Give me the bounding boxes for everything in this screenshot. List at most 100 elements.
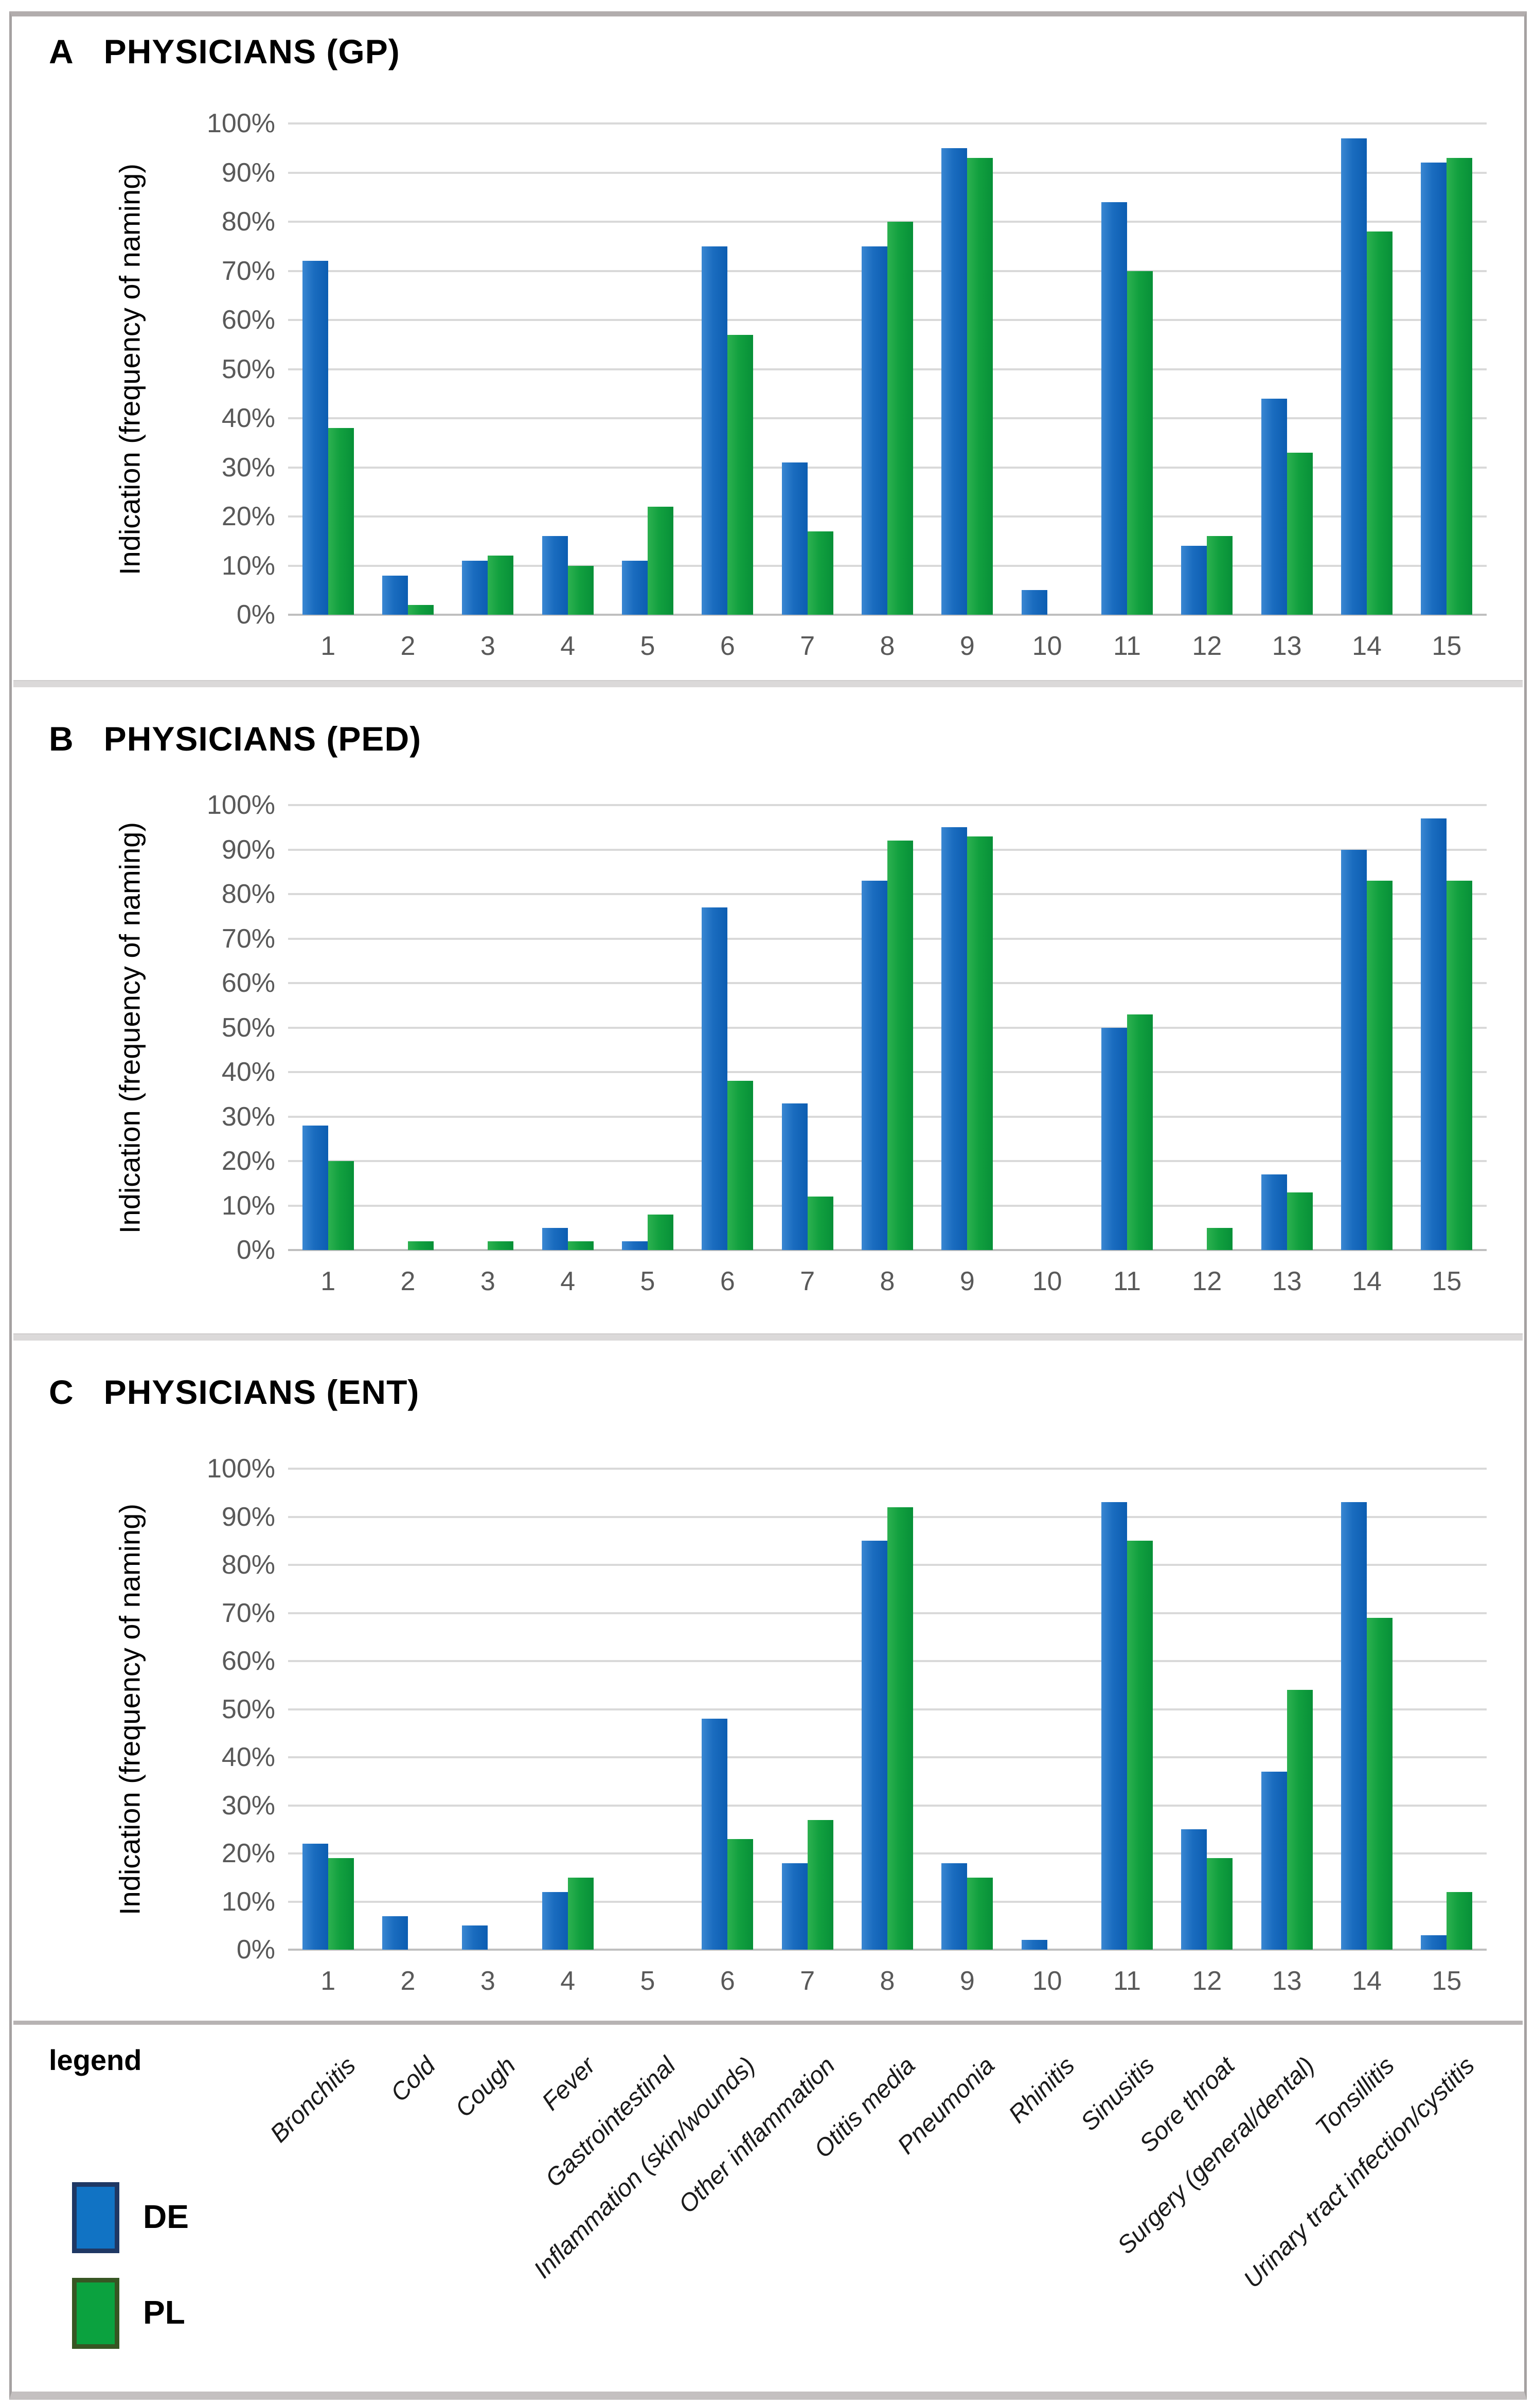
panel-c-bar-de-cat14	[1341, 1502, 1367, 1950]
legend-swatch-de-label: DE	[143, 2198, 189, 2235]
panel-c-bar-de-cat1	[302, 1844, 328, 1950]
panel-a-bar-pl-cat1	[328, 428, 354, 615]
panel-a-bar-de-cat12	[1181, 546, 1207, 615]
panel-a-x-tick-label-13: 13	[1272, 631, 1302, 661]
panel-a-x-tick-label-11: 11	[1113, 631, 1141, 661]
panel-c-x-tick-label-8: 8	[880, 1966, 895, 1996]
panel-a-y-tick-label-70: 70%	[221, 256, 275, 286]
panel-a-x-tick-label-6: 6	[720, 631, 735, 661]
panel-b-x-tick-label-6: 6	[720, 1267, 735, 1296]
panel-a-bar-de-cat4	[542, 536, 568, 615]
panel-a-bar-de-cat13	[1261, 398, 1287, 615]
panel-b-bar-pl-cat13	[1287, 1192, 1313, 1250]
divider-b-c	[13, 1333, 1523, 1341]
panel-a-bar-de-cat1	[302, 261, 328, 615]
panel-c-y-axis-title: Indication (frequency of naming)	[113, 1503, 146, 1915]
panel-b-bar-pl-cat12	[1207, 1227, 1233, 1250]
panel-a-x-tick-label-9: 9	[959, 631, 975, 661]
panel-a-x-tick-label-15: 15	[1432, 631, 1462, 661]
panel-b-bar-de-cat8	[862, 881, 887, 1250]
panel-c-x-tick-label-7: 7	[800, 1966, 815, 1996]
panel-a-bar-pl-cat13	[1287, 452, 1313, 615]
panel-b-bar-pl-cat15	[1447, 881, 1473, 1250]
panel-c-y-tick-label-20: 20%	[221, 1839, 275, 1868]
panel-c-bar-de-cat6	[702, 1719, 728, 1950]
panel-a-bar-de-cat6	[702, 246, 728, 615]
panel-c-bar-de-cat8	[862, 1541, 887, 1950]
panel-b-bar-pl-cat5	[648, 1214, 673, 1250]
panel-a-bar-pl-cat7	[807, 531, 833, 615]
panel-a-x-tick-label-1: 1	[320, 631, 336, 661]
panel-c-bar-de-cat3	[462, 1925, 488, 1950]
panel-a-x-tick-label-4: 4	[560, 631, 576, 661]
panel-c-bar-pl-cat14	[1367, 1617, 1393, 1950]
panel-b-x-tick-label-13: 13	[1272, 1267, 1302, 1296]
panel-a-x-tick-label-5: 5	[640, 631, 655, 661]
panel-a-x-tick-label-14: 14	[1352, 631, 1382, 661]
panel-c-y-tick-label-10: 10%	[221, 1886, 275, 1917]
panel-a-y-tick-label-100: 100%	[207, 109, 275, 138]
panel-c-x-tick-label-10: 10	[1032, 1966, 1062, 1996]
panel-a-x-tick-label-2: 2	[400, 631, 416, 661]
panel-a-y-tick-label-10: 10%	[221, 550, 275, 581]
panel-b-x-tick-label-9: 9	[959, 1267, 975, 1296]
panel-c-x-tick-label-11: 11	[1113, 1966, 1141, 1996]
panel-c-x-tick-label-3: 3	[480, 1966, 495, 1996]
panel-b-x-tick-label-14: 14	[1352, 1267, 1382, 1296]
panel-c-bar-de-cat10	[1021, 1940, 1047, 1950]
panel-c-x-tick-label-12: 12	[1192, 1966, 1222, 1996]
panel-b-bar-pl-cat14	[1367, 881, 1393, 1250]
panel-c-y-tick-label-70: 70%	[221, 1598, 275, 1628]
panel-a-bar-pl-cat4	[567, 565, 594, 615]
panel-b-x-tick-label-15: 15	[1432, 1267, 1462, 1296]
panel-a-y-tick-label-0: 0%	[236, 600, 275, 630]
panel-a-bar-pl-cat12	[1207, 536, 1233, 615]
panel-b-bar-pl-cat11	[1127, 1014, 1153, 1250]
divider-legend	[13, 2021, 1523, 2025]
panel-c-title: C PHYSICIANS (ENT)	[49, 1372, 419, 1412]
panel-a-bar-pl-cat3	[488, 556, 514, 615]
panel-b-bar-de-cat5	[622, 1241, 648, 1250]
panel-b-y-tick-label-30: 30%	[221, 1101, 275, 1132]
panel-c-bar-de-cat2	[382, 1916, 408, 1950]
panel-b-x-tick-label-4: 4	[560, 1267, 576, 1296]
panel-c-gridline-100	[288, 1468, 1487, 1470]
panel-b-x-tick-label-5: 5	[640, 1267, 655, 1296]
panel-b-bar-de-cat13	[1261, 1174, 1287, 1250]
panel-a-bar-pl-cat5	[648, 506, 673, 615]
panel-b-x-tick-label-1: 1	[320, 1267, 336, 1296]
panel-a-letter: A	[49, 32, 74, 70]
panel-a-gridline-0	[288, 614, 1487, 616]
panel-a-title: A PHYSICIANS (GP)	[49, 32, 400, 71]
panel-c-x-tick-label-6: 6	[720, 1966, 735, 1996]
panel-c-bar-de-cat4	[542, 1892, 568, 1950]
panel-b-bar-pl-cat2	[408, 1241, 434, 1250]
panel-b-x-tick-label-10: 10	[1032, 1267, 1062, 1296]
panel-a-y-tick-label-80: 80%	[221, 207, 275, 237]
panel-b-bar-de-cat9	[941, 827, 968, 1250]
panel-c-y-tick-label-60: 60%	[221, 1646, 275, 1676]
panel-b-gridline-0	[288, 1249, 1487, 1251]
panel-a-y-tick-label-50: 50%	[221, 354, 275, 384]
panel-b-x-tick-label-7: 7	[800, 1267, 815, 1296]
panel-b-y-tick-label-70: 70%	[221, 923, 275, 954]
panel-a-bar-de-cat8	[862, 246, 887, 615]
panel-b-bar-de-cat15	[1421, 818, 1447, 1250]
panel-b-x-tick-label-8: 8	[880, 1267, 895, 1296]
panel-b-y-tick-label-80: 80%	[221, 879, 275, 909]
panel-c-x-tick-label-13: 13	[1272, 1966, 1302, 1996]
panel-b-y-tick-label-20: 20%	[221, 1146, 275, 1176]
panel-b-bar-de-cat11	[1101, 1027, 1127, 1250]
panel-a-bar-de-cat7	[781, 462, 808, 615]
panel-b-x-tick-label-2: 2	[400, 1267, 416, 1296]
panel-a-y-tick-label-40: 40%	[221, 403, 275, 433]
legend-swatch-pl-label: PL	[143, 2294, 185, 2331]
panel-b-y-tick-label-90: 90%	[221, 834, 275, 865]
panel-c-y-tick-label-50: 50%	[221, 1694, 275, 1724]
panel-c-bar-pl-cat7	[807, 1820, 833, 1950]
panel-b-bar-pl-cat7	[807, 1197, 833, 1250]
panel-c-y-tick-label-0: 0%	[236, 1935, 275, 1965]
panel-a-bar-de-cat14	[1341, 138, 1367, 615]
panel-c-gridline-0	[288, 1949, 1487, 1951]
panel-a-y-tick-label-60: 60%	[221, 305, 275, 335]
